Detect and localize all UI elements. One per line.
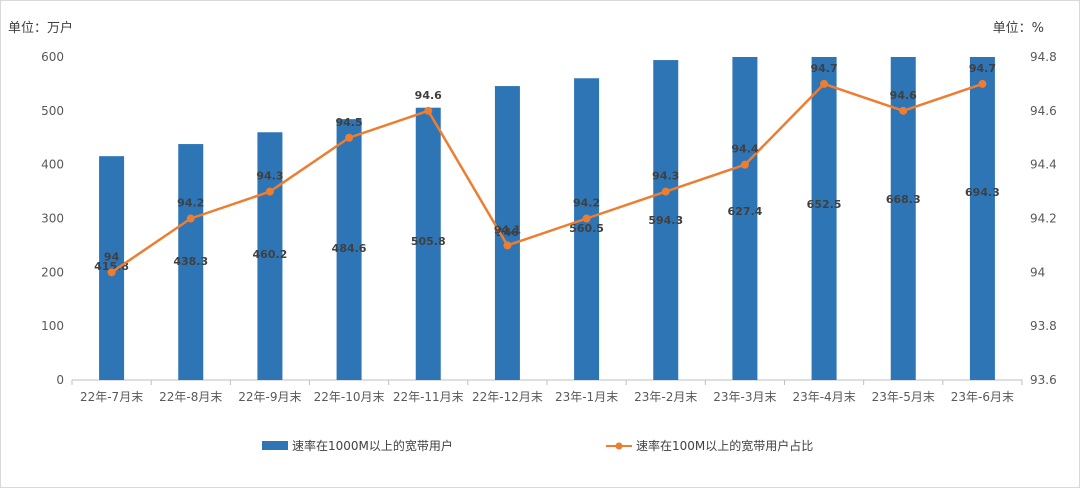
bar <box>732 57 758 380</box>
line-data-labels: 94 94.2 94.3 94.5 94.6 94.1 94.2 94.3 94.4 94.7 94… <box>104 62 996 263</box>
bar-data-label: 438.3 <box>173 255 208 268</box>
x-tick-label: 23年-5月末 <box>872 390 935 404</box>
line-marker <box>503 241 512 250</box>
line-marker <box>186 214 195 223</box>
bar <box>969 57 995 380</box>
bar <box>336 119 362 381</box>
line-marker <box>740 160 749 169</box>
legend-bar-swatch <box>262 441 288 450</box>
line-data-label: 94.7 <box>811 62 838 75</box>
left-tick-label: 500 <box>41 104 64 118</box>
line-marker <box>582 214 591 223</box>
bar-data-label: 652.5 <box>807 198 842 211</box>
x-tick-label: 22年-11月末 <box>393 390 464 404</box>
line-marker <box>265 187 274 196</box>
line-data-label: 94.6 <box>415 89 442 102</box>
line-marker <box>899 106 908 115</box>
bar-data-label: 627.4 <box>728 205 763 218</box>
bar <box>415 107 441 380</box>
legend-bar-label: 速率在1000M以上的宽带用户 <box>292 438 453 453</box>
right-tick-label: 93.6 <box>1030 373 1057 387</box>
x-tick-label: 23年-3月末 <box>713 390 776 404</box>
x-tick-label: 23年-6月末 <box>951 390 1014 404</box>
bar-data-label: 505.8 <box>411 235 446 248</box>
line-data-label: 94.7 <box>969 62 996 75</box>
line-marker <box>820 79 829 88</box>
left-tick-label: 100 <box>41 319 64 333</box>
left-tick-label: 200 <box>41 265 64 279</box>
right-tick-label: 94.6 <box>1030 104 1057 118</box>
bar-data-label: 668.3 <box>886 193 921 206</box>
bar-data-label: 594.3 <box>648 214 683 227</box>
right-axis-unit: 单位：% <box>993 21 1044 36</box>
line-data-label: 94.2 <box>573 197 600 210</box>
x-tick-label: 22年-7月末 <box>80 390 143 404</box>
left-tick-label: 300 <box>41 212 64 226</box>
bar <box>178 144 204 380</box>
line-marker <box>345 133 354 142</box>
right-tick-label: 94.4 <box>1030 158 1057 172</box>
bar <box>811 57 837 380</box>
line-marker <box>661 187 670 196</box>
line-data-label: 94.6 <box>890 89 917 102</box>
bar <box>257 132 283 380</box>
line-data-label: 94 <box>104 250 120 263</box>
line-series <box>107 79 987 277</box>
x-tick-label: 23年-4月末 <box>792 390 855 404</box>
bar-data-label: 415.8 <box>94 260 129 273</box>
x-tick-label: 22年-9月末 <box>238 390 301 404</box>
bar-series <box>99 57 995 381</box>
line-marker <box>424 106 433 115</box>
bar-data-label: 694.3 <box>965 186 1000 199</box>
series-line <box>110 82 983 274</box>
left-axis-ticks: 0 100 200 300 400 500 600 <box>41 50 64 387</box>
right-tick-label: 94 <box>1030 265 1045 279</box>
x-tick-label: 23年-2月末 <box>634 390 697 404</box>
line-data-label: 94.3 <box>652 170 679 183</box>
bar <box>574 78 600 381</box>
bar-data-label: 560.5 <box>569 222 604 235</box>
bar <box>890 57 916 380</box>
line-data-label: 94.5 <box>336 116 363 129</box>
legend-line-marker <box>615 442 623 450</box>
bar-data-label: 460.2 <box>253 248 288 261</box>
x-tick-label: 23年-1月末 <box>555 390 618 404</box>
x-axis-ticks: 22年-7月末 22年-8月末 22年-9月末 22年-10月末 22年-11月末 22年… <box>71 380 1023 404</box>
line-data-label: 94.3 <box>256 170 283 183</box>
left-tick-label: 0 <box>56 373 64 387</box>
bar <box>653 60 679 380</box>
left-tick-label: 600 <box>41 50 64 64</box>
x-tick-label: 22年-12月末 <box>472 390 543 404</box>
right-axis-ticks: 93.6 93.8 94 94.2 94.4 94.6 94.8 <box>1030 50 1057 387</box>
left-axis-unit: 单位：万户 <box>8 20 73 36</box>
line-data-label: 94.1 <box>494 223 521 236</box>
legend: 速率在1000M以上的宽带用户 速率在100M以上的宽带用户占比 <box>262 438 813 453</box>
right-tick-label: 93.8 <box>1030 319 1057 333</box>
right-tick-label: 94.2 <box>1030 212 1057 226</box>
line-data-label: 94.2 <box>177 197 204 210</box>
line-marker <box>107 268 116 277</box>
right-tick-label: 94.8 <box>1030 50 1057 64</box>
x-tick-label: 22年-10月末 <box>314 390 385 404</box>
bar-data-label: 484.6 <box>332 242 367 255</box>
line-data-label: 94.4 <box>731 143 758 156</box>
x-tick-label: 22年-8月末 <box>159 390 222 404</box>
legend-line-label: 速率在100M以上的宽带用户占比 <box>636 438 813 453</box>
left-tick-label: 400 <box>41 158 64 172</box>
line-marker <box>978 79 987 88</box>
